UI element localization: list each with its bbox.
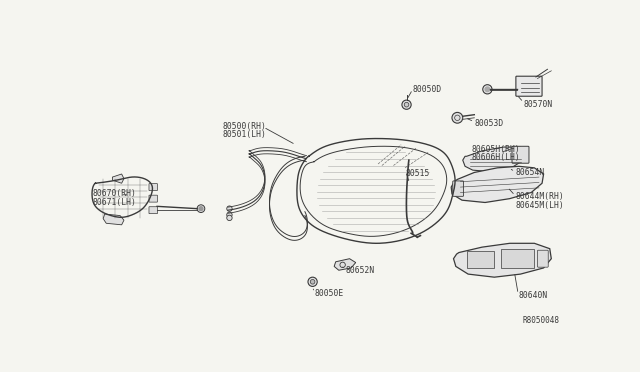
Text: R8050048: R8050048 (523, 316, 560, 325)
Text: 80671(LH): 80671(LH) (92, 198, 136, 207)
Polygon shape (451, 166, 543, 202)
FancyBboxPatch shape (538, 250, 548, 267)
Circle shape (308, 277, 317, 286)
Circle shape (227, 215, 232, 221)
Circle shape (199, 207, 203, 211)
Circle shape (483, 85, 492, 94)
Text: 80652N: 80652N (346, 266, 375, 275)
Text: 80606H(LH): 80606H(LH) (471, 153, 520, 162)
Text: 80644M(RH): 80644M(RH) (515, 192, 564, 202)
FancyBboxPatch shape (467, 251, 493, 268)
Text: 80645M(LH): 80645M(LH) (515, 201, 564, 210)
Text: 80670(RH): 80670(RH) (92, 189, 136, 198)
Circle shape (227, 206, 232, 211)
Polygon shape (113, 174, 124, 183)
Polygon shape (103, 214, 124, 225)
Text: 80500(RH): 80500(RH) (223, 122, 266, 131)
Text: 80605H(RH): 80605H(RH) (471, 145, 520, 154)
Circle shape (402, 100, 411, 109)
Polygon shape (334, 259, 356, 270)
Text: 80640N: 80640N (518, 291, 547, 300)
Circle shape (227, 212, 232, 218)
Circle shape (404, 102, 409, 107)
Polygon shape (454, 243, 551, 277)
FancyBboxPatch shape (452, 181, 463, 196)
Circle shape (197, 205, 205, 212)
Text: 80053D: 80053D (474, 119, 504, 128)
Text: 80570N: 80570N (524, 100, 553, 109)
FancyBboxPatch shape (149, 207, 157, 214)
Text: 80050D: 80050D (413, 85, 442, 94)
Circle shape (452, 112, 463, 123)
Polygon shape (463, 147, 527, 172)
FancyBboxPatch shape (501, 249, 534, 268)
Text: 80050E: 80050E (314, 289, 344, 298)
Text: 80654N: 80654N (515, 168, 545, 177)
FancyBboxPatch shape (512, 146, 529, 163)
FancyBboxPatch shape (149, 195, 157, 202)
Text: 80501(LH): 80501(LH) (223, 130, 266, 139)
FancyBboxPatch shape (149, 184, 157, 190)
Text: 80515: 80515 (406, 169, 430, 177)
Circle shape (310, 279, 315, 284)
FancyBboxPatch shape (516, 76, 542, 96)
Circle shape (485, 87, 490, 92)
